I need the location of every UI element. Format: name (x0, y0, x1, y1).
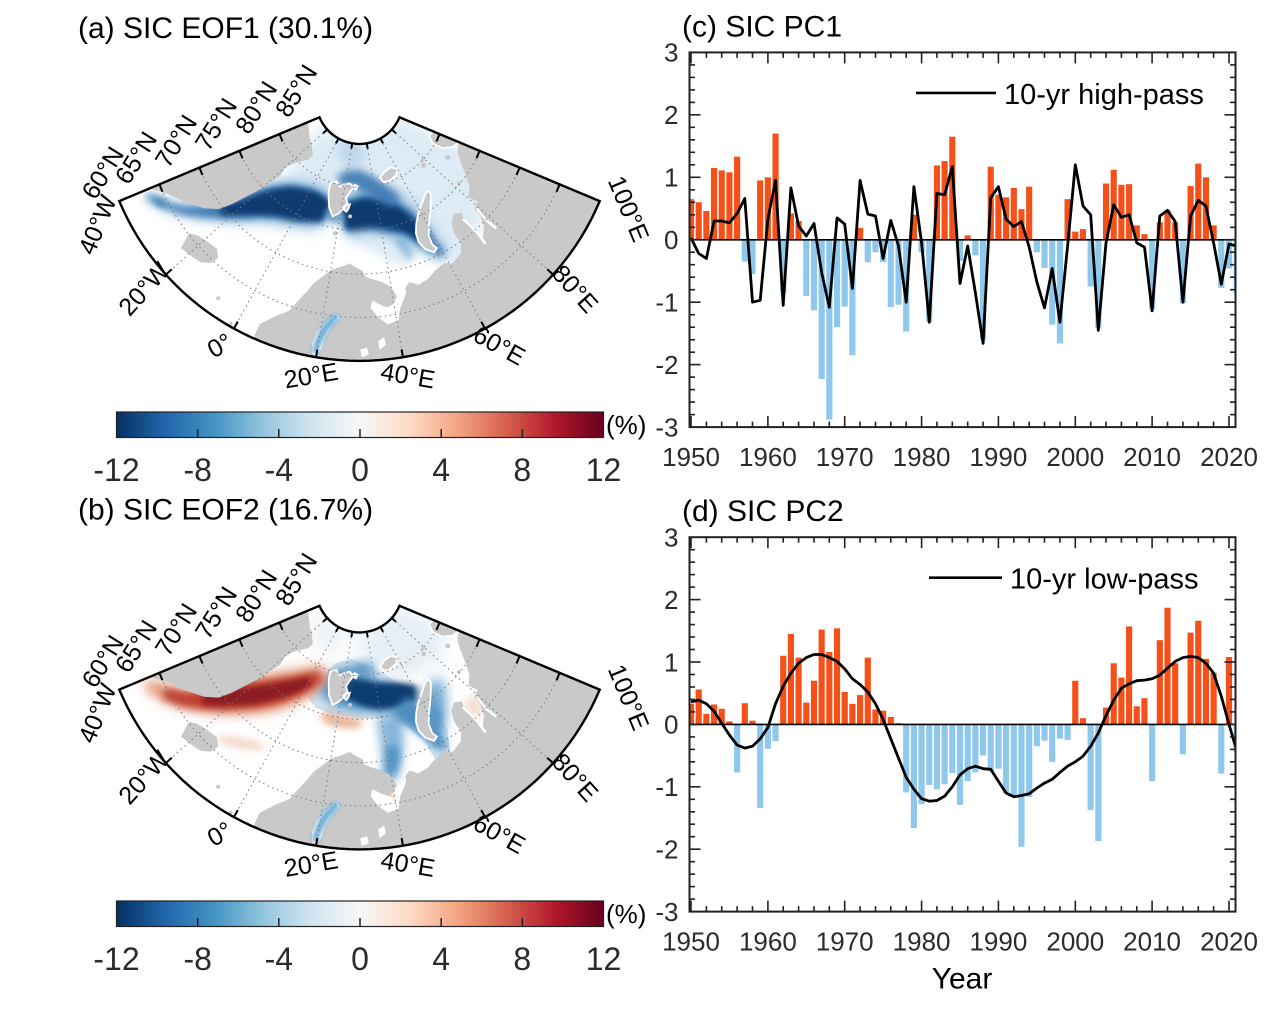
svg-text:-12: -12 (93, 452, 139, 488)
svg-text:(b) SIC EOF2 (16.7%): (b) SIC EOF2 (16.7%) (78, 494, 373, 527)
svg-text:1950: 1950 (662, 442, 720, 472)
svg-text:1960: 1960 (739, 442, 797, 472)
svg-text:-1: -1 (655, 772, 678, 802)
svg-text:-3: -3 (655, 412, 678, 442)
svg-text:2020: 2020 (1200, 927, 1258, 957)
svg-text:(%): (%) (606, 410, 646, 440)
svg-text:-4: -4 (265, 452, 293, 488)
svg-text:-8: -8 (183, 452, 211, 488)
svg-text:(c) SIC PC1: (c) SIC PC1 (682, 10, 842, 43)
svg-text:-1: -1 (655, 288, 678, 318)
svg-text:12: 12 (586, 941, 622, 977)
svg-text:2000: 2000 (1046, 442, 1104, 472)
svg-text:-8: -8 (183, 941, 211, 977)
svg-text:1960: 1960 (739, 927, 797, 957)
svg-text:0: 0 (351, 941, 369, 977)
svg-text:-4: -4 (265, 941, 293, 977)
svg-text:3: 3 (664, 38, 678, 68)
svg-text:1970: 1970 (816, 442, 874, 472)
svg-text:1: 1 (664, 647, 678, 677)
svg-text:1950: 1950 (662, 927, 720, 957)
svg-text:0: 0 (664, 225, 678, 255)
svg-text:2020: 2020 (1200, 442, 1258, 472)
svg-text:(%): (%) (606, 899, 646, 929)
svg-text:1970: 1970 (816, 927, 874, 957)
svg-text:(a) SIC EOF1 (30.1%): (a) SIC EOF1 (30.1%) (78, 12, 373, 45)
svg-text:2010: 2010 (1123, 927, 1181, 957)
svg-text:2010: 2010 (1123, 442, 1181, 472)
svg-text:1980: 1980 (893, 927, 951, 957)
svg-text:2: 2 (664, 585, 678, 615)
svg-text:10-yr high-pass: 10-yr high-pass (1004, 79, 1204, 111)
svg-text:1: 1 (664, 163, 678, 193)
svg-text:10-yr low-pass: 10-yr low-pass (1010, 564, 1199, 596)
svg-text:0: 0 (351, 452, 369, 488)
svg-text:4: 4 (432, 941, 450, 977)
svg-text:12: 12 (586, 452, 622, 488)
svg-text:2: 2 (664, 100, 678, 130)
svg-text:3: 3 (664, 523, 678, 553)
svg-text:4: 4 (432, 452, 450, 488)
svg-text:2000: 2000 (1046, 927, 1104, 957)
svg-text:Year: Year (932, 962, 993, 995)
svg-text:8: 8 (513, 941, 531, 977)
svg-text:-12: -12 (93, 941, 139, 977)
svg-text:-2: -2 (655, 835, 678, 865)
svg-text:(d) SIC PC2: (d) SIC PC2 (682, 495, 844, 528)
svg-text:0: 0 (664, 710, 678, 740)
svg-text:-2: -2 (655, 350, 678, 380)
svg-text:1990: 1990 (969, 927, 1027, 957)
svg-text:1980: 1980 (893, 442, 951, 472)
svg-text:1990: 1990 (969, 442, 1027, 472)
svg-text:8: 8 (513, 452, 531, 488)
svg-text:-3: -3 (655, 897, 678, 927)
